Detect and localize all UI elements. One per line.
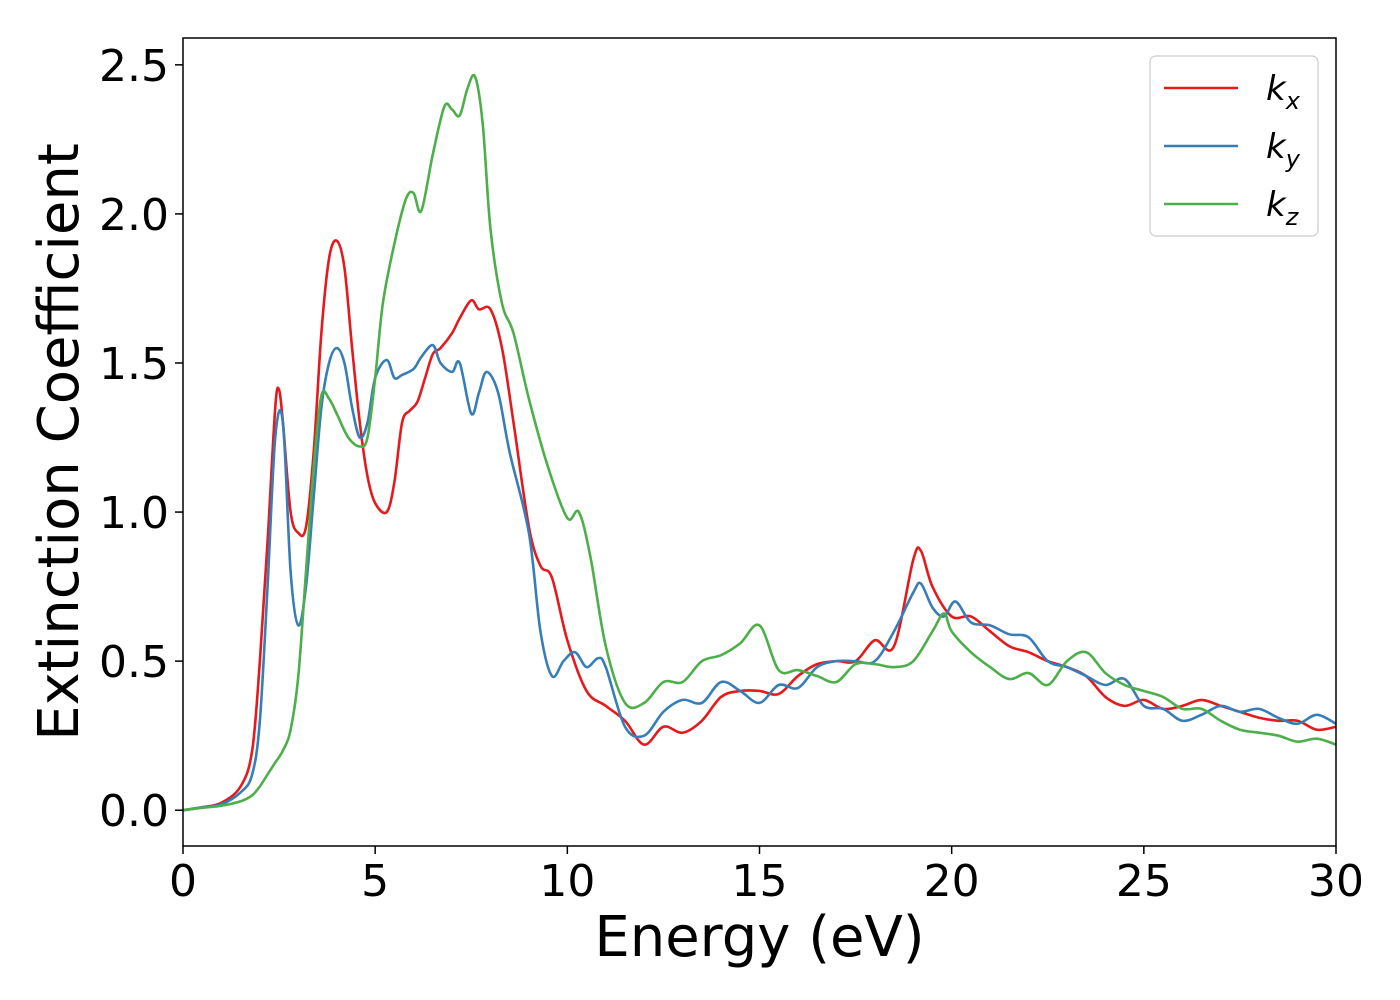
y-tick-label: 2.0 [99, 190, 169, 241]
legend-label-y: ky [1266, 127, 1301, 173]
y-tick-label: 1.0 [99, 488, 169, 539]
y-tick-label: 0.0 [99, 786, 169, 837]
legend-label-z: kz [1266, 185, 1300, 231]
x-tick-label: 30 [1308, 856, 1364, 907]
legend-label-base: k [1266, 127, 1287, 167]
x-axis-label: Energy (eV) [594, 905, 924, 970]
legend-label-base: k [1266, 185, 1287, 225]
y-tick-label: 0.5 [99, 637, 169, 688]
series-line-kx [183, 239, 1336, 812]
x-tick-label: 5 [361, 856, 389, 907]
y-axis: 0.0 0.5 1.0 1.5 2.0 2.5 [99, 41, 183, 837]
x-tick-label: 15 [732, 856, 788, 907]
x-tick-label: 0 [169, 856, 197, 907]
series-layer [183, 73, 1336, 812]
series-line-ky [183, 343, 1336, 812]
y-tick-label: 2.5 [99, 41, 169, 92]
legend-label-subscript: y [1285, 145, 1301, 173]
x-tick-label: 10 [539, 856, 595, 907]
legend-label-subscript: z [1285, 203, 1300, 231]
x-tick-label: 20 [924, 856, 980, 907]
y-tick-label: 1.5 [99, 339, 169, 390]
x-tick-label: 25 [1116, 856, 1172, 907]
series-line-kz [183, 73, 1336, 812]
legend-label-base: k [1266, 69, 1287, 109]
legend-label-x: kx [1266, 69, 1301, 115]
legend-label-subscript: x [1285, 87, 1301, 115]
y-axis-label: Extinction Coefficient [27, 143, 92, 741]
x-axis: 0 5 10 15 20 25 30 [169, 846, 1364, 907]
